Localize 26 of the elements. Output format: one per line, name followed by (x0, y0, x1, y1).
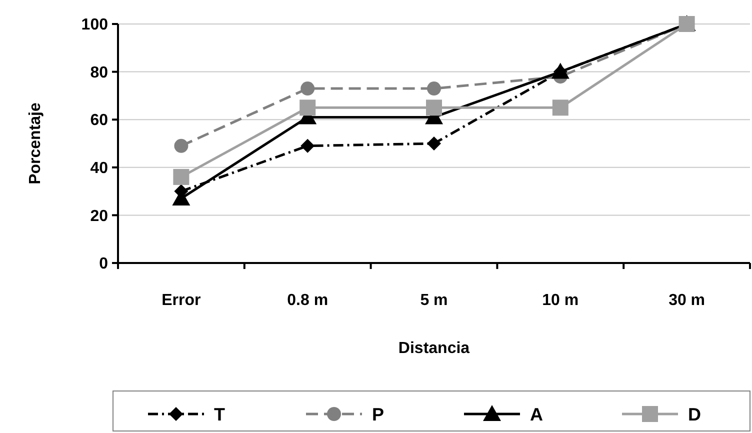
y-tick-label: 20 (90, 208, 108, 225)
legend-label: A (530, 404, 543, 424)
legend-label: D (688, 404, 701, 424)
point (173, 168, 190, 185)
point (427, 82, 441, 96)
point (300, 138, 315, 153)
x-axis-title: Distancia (398, 340, 470, 357)
y-tick-label: 100 (81, 16, 108, 34)
x-tick-label: 0.8 m (287, 292, 328, 309)
y-tick-label: 60 (90, 112, 108, 130)
x-tick-label: Error (162, 292, 201, 309)
y-tick-label: 0 (99, 256, 108, 273)
y-tick-label: 80 (90, 64, 108, 82)
y-tick-label: 40 (90, 160, 108, 177)
point (300, 82, 315, 96)
x-tick-label: 5 m (420, 292, 448, 309)
point (174, 138, 188, 153)
x-tick-label: 30 m (668, 292, 706, 309)
point (300, 100, 316, 116)
point (552, 100, 568, 116)
x-tick-label: 10 m (542, 292, 579, 309)
legend-label: T (214, 404, 225, 424)
y-axis-title: Porcentaje (27, 102, 44, 184)
legend-label: P (372, 404, 384, 424)
point (427, 136, 441, 150)
point (426, 100, 442, 116)
